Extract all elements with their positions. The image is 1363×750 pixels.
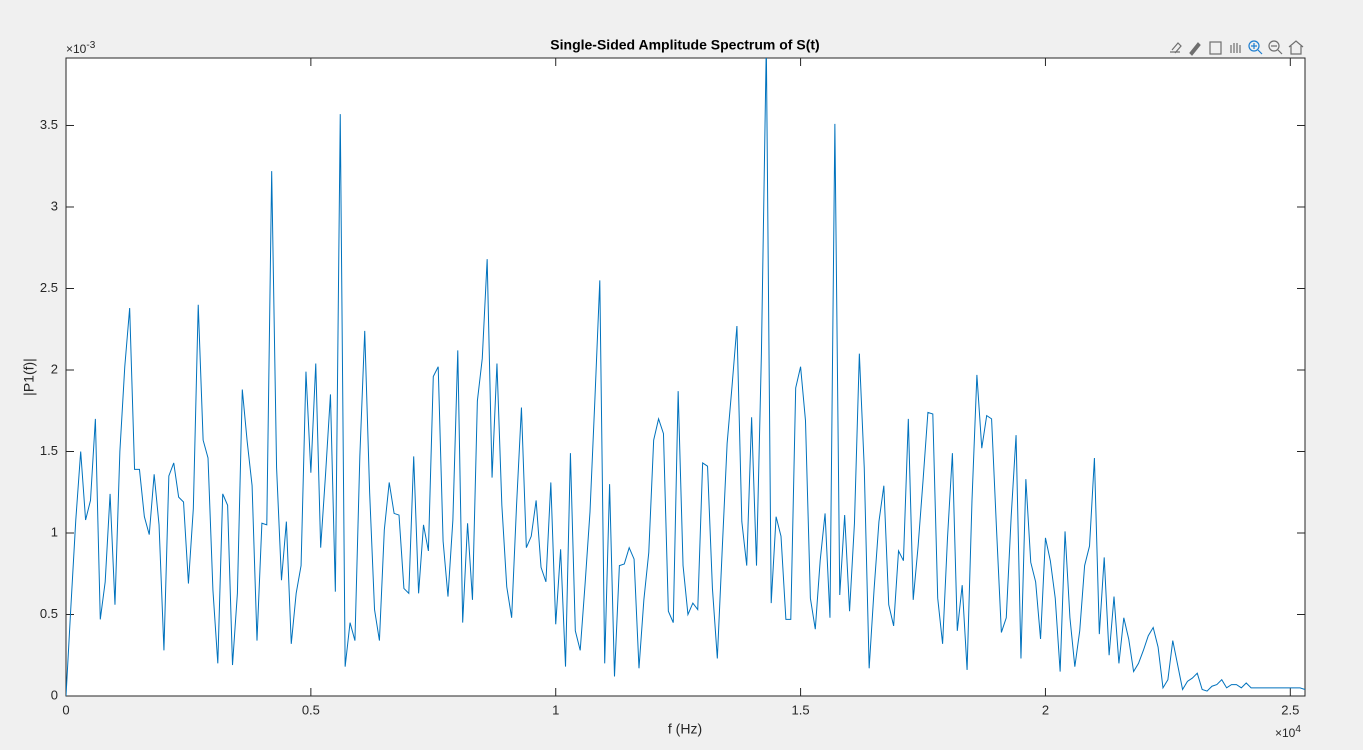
x-multiplier-exponent: 4 (1295, 724, 1301, 735)
zoom-out-icon[interactable] (1268, 40, 1283, 55)
export-icon[interactable] (1170, 42, 1182, 54)
y-tick-label: 3 (51, 198, 58, 213)
x-tick-label: 1.5 (792, 702, 810, 717)
x-multiplier-base: ×10 (1275, 726, 1296, 740)
y-axis-label: |P1(f)| (21, 358, 37, 396)
brush-icon[interactable] (1189, 42, 1201, 56)
x-tick-label: 0.5 (302, 702, 320, 717)
datatip-icon[interactable] (1209, 41, 1222, 55)
y-tick-label: 2.5 (40, 280, 58, 295)
x-multiplier: ×104 (1275, 724, 1301, 741)
y-multiplier-exponent: -3 (86, 40, 95, 51)
x-tick-label: 2 (1042, 702, 1049, 717)
x-axis-label: f (Hz) (668, 721, 702, 737)
y-tick-label: 0 (51, 687, 58, 702)
zoom-in-icon[interactable] (1248, 40, 1263, 55)
x-tick-label: 1 (552, 702, 559, 717)
y-tick-label: 0.5 (40, 606, 58, 621)
chart-title: Single-Sided Amplitude Spectrum of S(t) (550, 37, 819, 53)
y-tick-label: 3.5 (40, 117, 58, 132)
y-tick-label: 1 (51, 524, 58, 539)
plot-area (65, 57, 1306, 697)
pan-icon[interactable] (1230, 43, 1241, 53)
y-multiplier: ×10-3 (66, 40, 96, 57)
axes-toolbar[interactable] (1170, 40, 1304, 56)
x-tick-label: 2.5 (1281, 702, 1299, 717)
home-icon[interactable] (1288, 40, 1304, 55)
y-tick-label: 1.5 (40, 443, 58, 458)
y-tick-label: 2 (51, 361, 58, 376)
data-line (66, 58, 1305, 696)
y-multiplier-base: ×10 (66, 42, 87, 56)
x-tick-label: 0 (62, 702, 69, 717)
